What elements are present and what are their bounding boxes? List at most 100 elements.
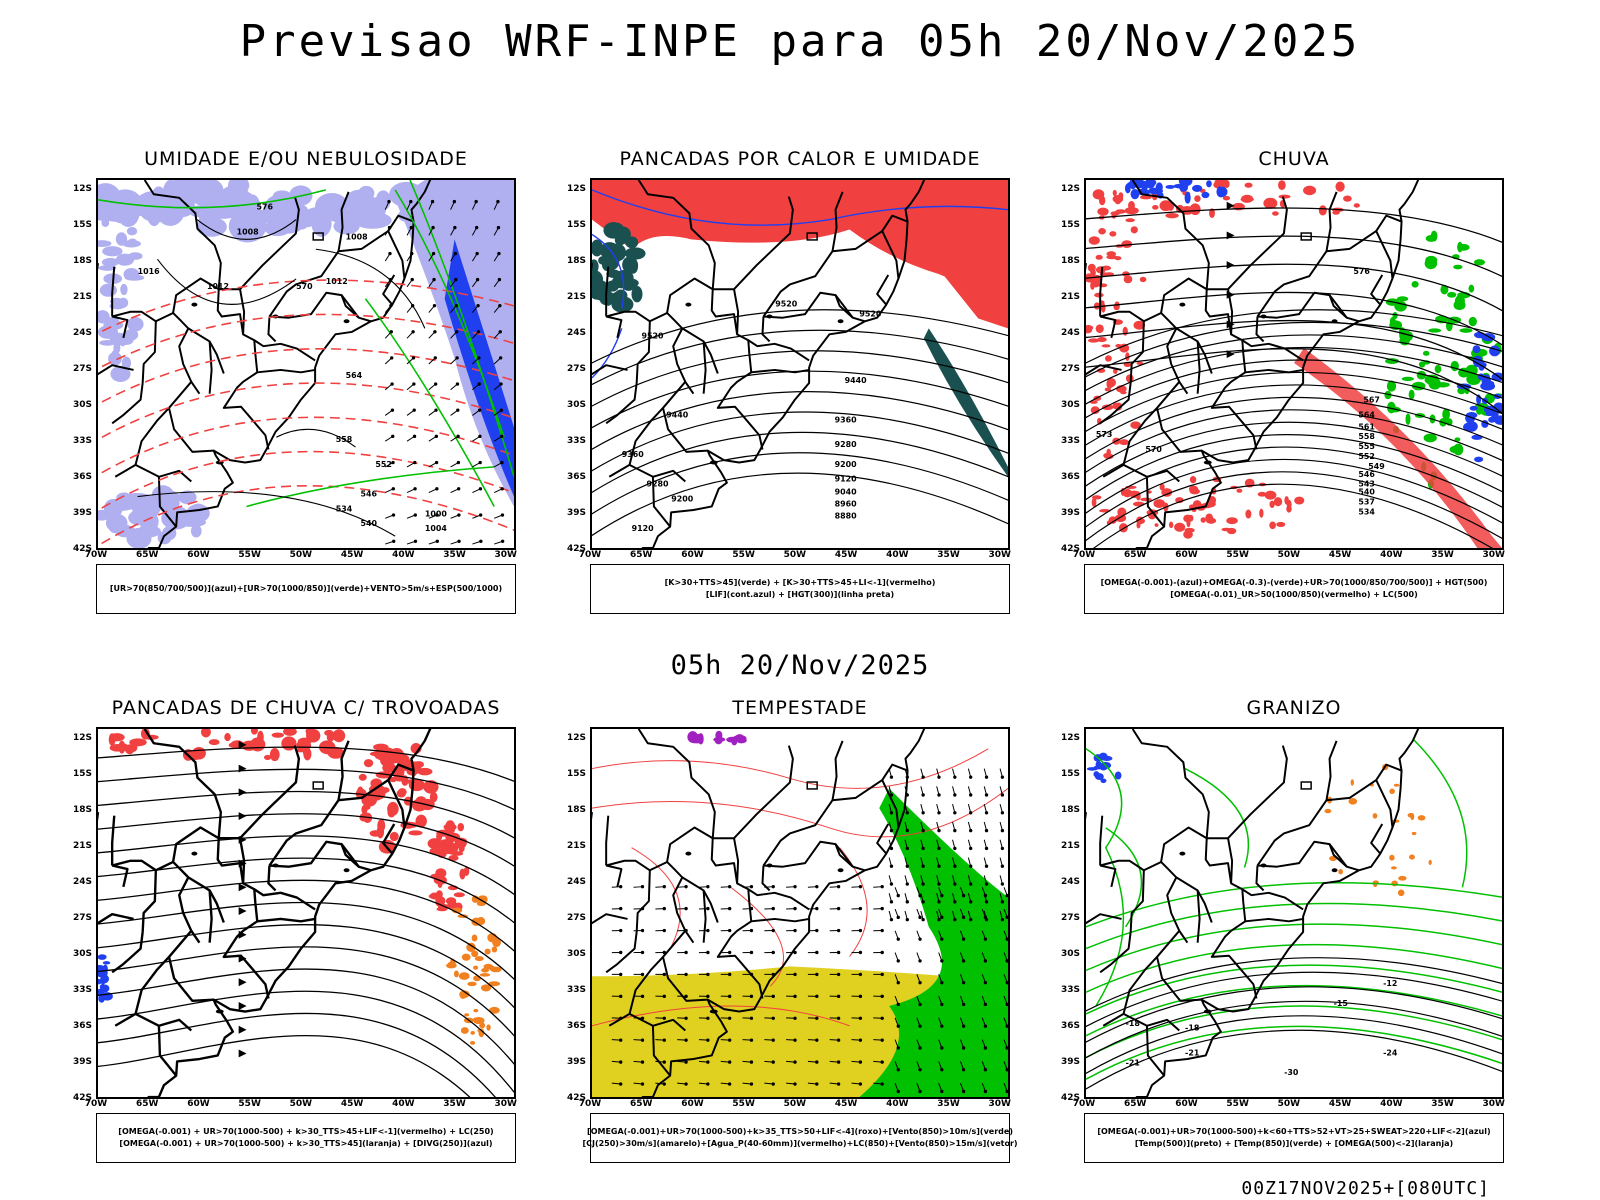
shaded-patch xyxy=(1136,521,1141,529)
shaded-patch xyxy=(1457,241,1463,253)
temp-850-contour xyxy=(1086,748,1125,1007)
state-border xyxy=(1145,1025,1165,1077)
shaded-patch xyxy=(480,984,492,992)
shaded-patch xyxy=(1173,183,1189,189)
lake xyxy=(191,302,198,307)
state-border xyxy=(338,230,406,279)
pressure-contours xyxy=(137,219,426,537)
shaded-patch xyxy=(445,820,456,832)
wind-arrow-head xyxy=(727,972,732,977)
contour-label: 1008 xyxy=(237,227,260,236)
shaded-patch xyxy=(112,337,134,345)
wind-arrow-head xyxy=(983,959,988,963)
streamline-arrow xyxy=(238,812,247,821)
shaded-patch xyxy=(1479,362,1487,368)
shaded-patch xyxy=(1318,205,1327,216)
wind-arrow-head xyxy=(727,906,732,911)
wind-arrow-head xyxy=(836,1016,841,1020)
contour-line xyxy=(98,348,514,406)
state-border xyxy=(340,294,360,319)
state-border xyxy=(881,763,908,781)
wind-arrow-head xyxy=(727,1060,732,1064)
shaded-patch xyxy=(1106,377,1116,388)
wind-arrow-head xyxy=(662,972,666,977)
shaded-patch xyxy=(1139,276,1147,283)
wind-arrow-head xyxy=(619,950,623,955)
federal-district xyxy=(312,232,324,241)
wind-arrow-head xyxy=(474,225,479,230)
wind-arrow-head xyxy=(983,1089,988,1094)
streamlines xyxy=(1086,201,1502,415)
shaded-patch xyxy=(326,732,335,742)
state-border xyxy=(1206,196,1288,291)
wind-arrow-head xyxy=(953,828,957,833)
shaded-patch xyxy=(1088,236,1100,245)
shaded-patch xyxy=(1186,517,1191,528)
shaded-patch xyxy=(436,840,451,848)
humidity-contour xyxy=(98,189,327,209)
lon-tick-label: 70W xyxy=(1072,550,1096,560)
shaded-patch xyxy=(451,851,464,856)
wind-arrow-head xyxy=(896,1046,900,1050)
temp-850-contour xyxy=(1086,902,1502,950)
state-border xyxy=(876,274,890,306)
shaded-patch xyxy=(1101,755,1113,762)
shaded-patch xyxy=(1472,345,1481,354)
lat-tick-label: 30S xyxy=(72,400,92,410)
wind-arrow-head xyxy=(905,793,909,797)
streamline xyxy=(98,790,514,839)
streamline-arrow xyxy=(238,907,247,915)
wind-arrow-head xyxy=(412,434,417,439)
lon-tick-label: 40W xyxy=(1380,1099,1403,1109)
wind-arrow-head xyxy=(815,1082,819,1086)
panel-legend: [OMEGA(-0.001)+UR>70(1000-500)+k<60+TTS>… xyxy=(1084,1113,1504,1163)
shaded-patch xyxy=(473,975,481,982)
wind-arrow-head xyxy=(961,1089,966,1094)
shaded-patch xyxy=(459,990,470,998)
temp-850-contour xyxy=(1086,923,1502,972)
wind-arrow-head xyxy=(1000,882,1005,886)
shaded-patch xyxy=(1112,189,1117,197)
state-border xyxy=(239,289,246,335)
state-border xyxy=(1241,888,1304,911)
wind-arrow-head xyxy=(905,811,909,815)
wind-arrow-head xyxy=(793,1016,797,1020)
shaded-patch xyxy=(389,776,397,783)
shaded-patch xyxy=(1401,376,1414,381)
shaded-patch xyxy=(1257,491,1267,497)
state-border xyxy=(834,843,854,868)
lat-tick-label: 39S xyxy=(1060,1057,1080,1067)
wind-arrow-head xyxy=(1000,846,1005,851)
wind-arrow-head xyxy=(896,959,900,963)
wind-arrow-head xyxy=(749,885,754,889)
wind-arrow-head xyxy=(961,1002,966,1007)
state-border xyxy=(605,315,623,339)
legend-line-1: [OMEGA(-0.001) + UR>70(1000-500) + k>30_… xyxy=(118,1127,494,1136)
wind-arrow-head xyxy=(921,882,925,886)
lon-tick-label: 35W xyxy=(937,1099,960,1109)
wind-arrow-head xyxy=(456,487,461,491)
shaded-patch xyxy=(1398,875,1407,881)
state-border xyxy=(178,327,201,395)
lon-tick-label: 70W xyxy=(578,550,602,560)
wind-arrow-head xyxy=(983,1002,988,1007)
contour-line xyxy=(592,309,1008,364)
state-border xyxy=(834,294,854,319)
contour-line xyxy=(592,391,1008,450)
shaded-patch xyxy=(413,761,425,768)
state-border xyxy=(382,274,396,306)
contour-line xyxy=(1086,957,1502,1012)
shaded-patch xyxy=(100,975,106,985)
shaded-patch xyxy=(1091,495,1102,500)
contour-label: 9120 xyxy=(835,475,858,484)
shaded-patch xyxy=(1286,499,1292,509)
state-border xyxy=(1241,339,1304,362)
wind-arrow-head xyxy=(918,937,922,941)
contour-label: 546 xyxy=(1358,470,1375,479)
wind-arrow-head xyxy=(983,980,988,985)
contour-label: 9440 xyxy=(666,410,689,419)
wind-arrow-head xyxy=(454,303,458,308)
wind-arrow-head xyxy=(452,199,457,204)
shaded-patch xyxy=(1095,324,1104,333)
wind-arrow-head xyxy=(498,303,502,308)
